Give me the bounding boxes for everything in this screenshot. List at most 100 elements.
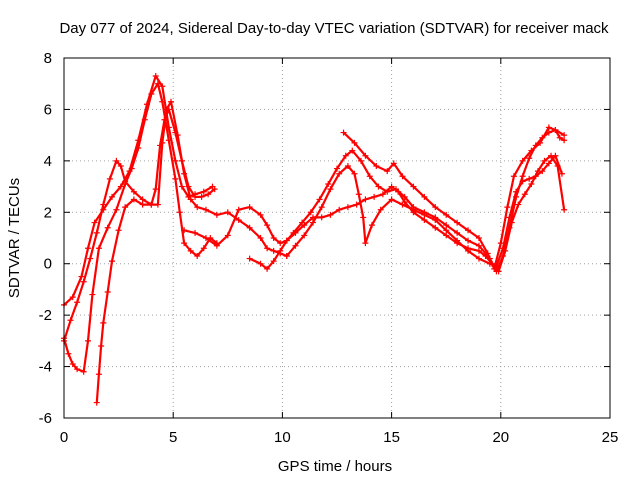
y-tick-label: 4 xyxy=(44,153,52,170)
data-point xyxy=(65,350,72,357)
data-point xyxy=(200,245,207,252)
data-point xyxy=(246,204,253,211)
data-point xyxy=(432,224,439,231)
data-point xyxy=(519,157,526,164)
data-point xyxy=(375,183,382,190)
data-point xyxy=(353,201,360,208)
data-point xyxy=(270,247,277,254)
data-point xyxy=(421,193,428,200)
data-point xyxy=(192,193,199,200)
data-point xyxy=(165,106,172,113)
data-point xyxy=(318,214,325,221)
data-point xyxy=(475,255,482,262)
data-point xyxy=(309,219,316,226)
data-point xyxy=(157,142,164,149)
data-point xyxy=(176,209,183,216)
data-point xyxy=(213,211,220,218)
series-line xyxy=(95,108,216,404)
data-point xyxy=(292,242,299,249)
data-point xyxy=(100,319,107,326)
data-point xyxy=(172,175,179,182)
data-point xyxy=(257,260,264,267)
data-point xyxy=(98,343,105,349)
data-point xyxy=(122,204,129,211)
x-tick-label: 5 xyxy=(169,429,177,446)
data-point xyxy=(519,173,526,180)
x-tick-label: 10 xyxy=(274,429,291,446)
data-point xyxy=(362,152,369,159)
x-tick-label: 25 xyxy=(602,429,619,446)
data-point xyxy=(454,237,461,244)
data-point xyxy=(148,201,155,208)
data-point xyxy=(508,219,515,226)
data-point xyxy=(205,191,212,198)
data-point xyxy=(336,206,343,213)
data-point xyxy=(421,211,428,218)
data-point xyxy=(130,188,137,195)
data-point xyxy=(526,155,533,162)
data-point xyxy=(475,247,482,254)
data-point xyxy=(117,183,124,190)
series-track-2 xyxy=(61,80,220,375)
data-point xyxy=(541,157,548,164)
data-point xyxy=(410,183,417,190)
data-point xyxy=(181,240,188,247)
data-point xyxy=(327,186,334,193)
data-point xyxy=(325,181,332,187)
data-point xyxy=(526,175,533,182)
data-point xyxy=(69,361,76,367)
data-point xyxy=(545,124,552,131)
y-tick-label: -6 xyxy=(39,410,52,427)
series-track-7 xyxy=(283,152,565,270)
data-point xyxy=(95,371,102,378)
data-point xyxy=(379,191,386,198)
data-point xyxy=(213,242,220,249)
data-point xyxy=(351,139,358,146)
data-point xyxy=(181,227,188,234)
data-point xyxy=(95,245,102,252)
data-point xyxy=(355,191,362,198)
data-point xyxy=(499,245,506,252)
data-point xyxy=(377,206,384,213)
data-point xyxy=(104,224,111,231)
y-tick-label: -4 xyxy=(39,359,52,376)
data-point xyxy=(283,237,290,244)
data-point xyxy=(432,204,439,211)
data-point xyxy=(519,178,526,185)
data-point xyxy=(362,196,369,203)
data-point xyxy=(122,178,129,185)
data-point xyxy=(85,245,92,252)
data-point xyxy=(277,240,284,247)
data-point xyxy=(139,196,146,203)
data-point xyxy=(292,229,299,236)
data-point xyxy=(187,196,194,203)
y-tick-label: 8 xyxy=(44,50,52,67)
data-point xyxy=(368,222,375,229)
data-point xyxy=(390,160,397,167)
data-point xyxy=(283,253,290,259)
series-track-4 xyxy=(93,106,218,406)
data-point xyxy=(545,160,552,167)
data-point xyxy=(67,317,74,324)
y-axis-label: SDTVAR / TECUs xyxy=(6,178,23,298)
data-point xyxy=(202,235,209,241)
data-point xyxy=(497,240,504,247)
x-tick-label: 0 xyxy=(60,429,68,446)
data-point xyxy=(454,229,461,236)
data-point xyxy=(200,188,207,195)
series-track-6 xyxy=(246,152,568,275)
data-point xyxy=(454,219,461,226)
data-point xyxy=(495,268,502,275)
data-point xyxy=(192,229,199,236)
data-point xyxy=(316,196,323,203)
data-point xyxy=(358,157,365,164)
data-point xyxy=(89,291,96,298)
data-point xyxy=(360,214,367,221)
data-point xyxy=(154,80,161,87)
data-point xyxy=(93,229,100,236)
data-point xyxy=(465,237,472,244)
data-point xyxy=(443,222,450,229)
data-point xyxy=(194,204,201,211)
data-point xyxy=(344,204,351,211)
data-point xyxy=(373,163,380,169)
